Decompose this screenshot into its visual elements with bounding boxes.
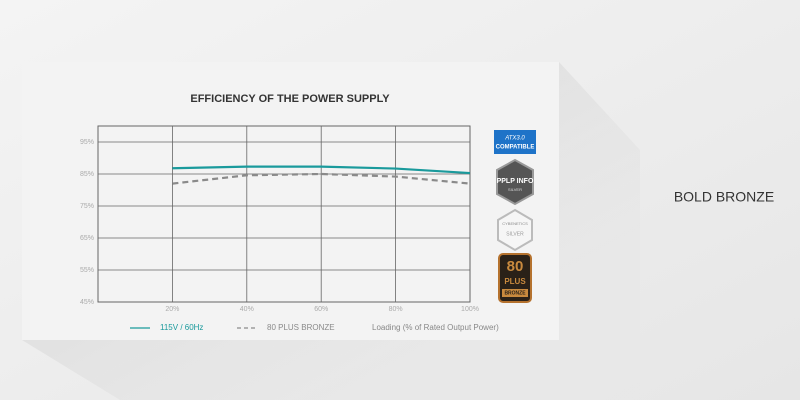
chart-title: EFFICIENCY OF THE POWER SUPPLY [190,93,390,105]
badge-band [502,289,528,297]
badge-text: PPLP INFO [497,178,534,185]
y-tick-label: 55% [80,267,94,274]
series-line [172,165,471,175]
badge-text: SILVER [506,231,524,237]
badge-text: SILVER [508,187,522,192]
x-tick-label: 100% [461,306,479,313]
badge-bg [496,158,534,206]
x-tick-label: 40% [240,306,254,313]
badge-text: PLUS [504,277,526,286]
badge-80plus: 80 PLUS BRONZE [498,253,532,303]
x-tick-label: 80% [389,306,403,313]
y-tick-label: 75% [80,203,94,210]
badge-bg [497,208,533,252]
y-tick-label: 95% [80,139,94,146]
y-tick-label: 45% [80,299,94,306]
badge-cybenetics: CYBENETICS SILVER [497,208,533,252]
badge-text: CYBENETICS [502,221,528,226]
badge-text: COMPATIBLE [496,145,535,151]
legend-label: 80 PLUS BRONZE [267,323,335,332]
plot: 45% 55% 65% 75% 85% 95% 20% 40% 60% 80% 100% 115V /… [80,125,499,332]
badge-text: BRONZE [504,290,526,296]
badge-atx: ATX3.0 COMPATIBLE [494,130,536,154]
product-name: BOLD BRONZE [674,189,774,205]
x-tick-label: 60% [314,306,328,313]
card-shadow [22,62,640,400]
badge-bg [494,130,536,154]
badge-text: 80 [507,258,524,275]
x-tick-label: 20% [165,306,179,313]
legend-label: 115V / 60Hz [160,323,203,332]
y-tick-label: 85% [80,171,94,178]
y-tick-label: 65% [80,235,94,242]
badge-pplp: PPLP INFO SILVER [496,158,534,206]
x-axis-label: Loading (% of Rated Output Power) [372,323,499,332]
badge-text: ATX3.0 [504,136,525,142]
